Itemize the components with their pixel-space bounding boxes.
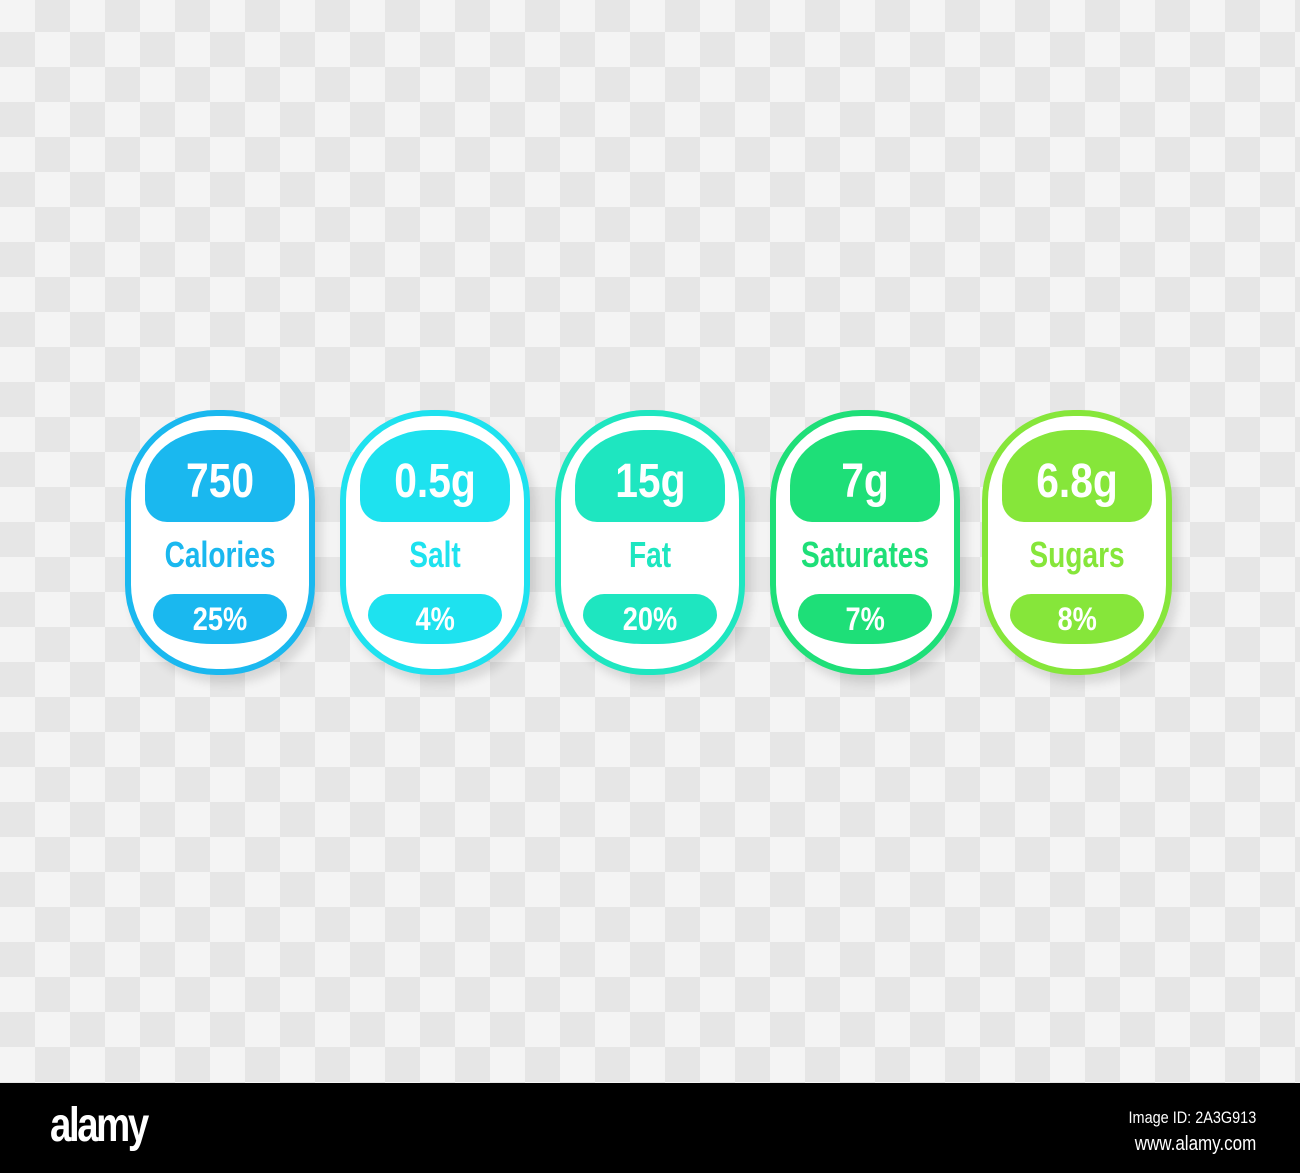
percent-pill: 25% [153, 594, 287, 644]
nutrient-percent: 4% [415, 600, 455, 637]
nutrient-value: 0.5g [394, 454, 476, 508]
nutrition-label-salt: 0.5g Salt 4% [340, 410, 530, 675]
nutrient-name: Saturates [801, 534, 929, 575]
nutrient-name: Sugars [1029, 534, 1125, 575]
value-pill: 0.5g [360, 430, 510, 522]
nutrition-label-fat: 15g Fat 20% [555, 410, 745, 675]
nutrient-value: 7g [841, 454, 889, 508]
value-pill: 7g [790, 430, 940, 522]
nutrient-value: 6.8g [1036, 454, 1118, 508]
value-pill: 15g [575, 430, 725, 522]
nutrient-value: 750 [185, 454, 255, 508]
image-id: Image ID: 2A3G913 [1128, 1108, 1256, 1127]
alamy-logo: alamy [50, 1099, 149, 1152]
percent-pill: 8% [1010, 594, 1144, 644]
nutrition-label-saturates: 7g Saturates 7% [770, 410, 960, 675]
nutrient-name: Fat [628, 534, 672, 575]
nutrient-value: 15g [614, 454, 686, 508]
nutrition-label-sugars: 6.8g Sugars 8% [982, 410, 1172, 675]
nutrient-percent: 7% [845, 600, 885, 637]
nutrient-percent: 8% [1057, 600, 1097, 637]
footer-bar: alamy Image ID: 2A3G913 www.alamy.com [0, 1083, 1300, 1173]
nutrient-name: Salt [409, 534, 461, 575]
value-pill: 6.8g [1002, 430, 1152, 522]
value-pill: 750 [145, 430, 295, 522]
nutrient-name: Calories [164, 534, 276, 575]
percent-pill: 4% [368, 594, 502, 644]
nutrition-label-calories: 750 Calories 25% [125, 410, 315, 675]
percent-pill: 7% [798, 594, 932, 644]
nutrient-percent: 25% [192, 600, 248, 637]
site-url: www.alamy.com [1134, 1133, 1256, 1155]
image-meta: Image ID: 2A3G913 www.alamy.com [1128, 1105, 1256, 1157]
nutrient-percent: 20% [622, 600, 678, 637]
percent-pill: 20% [583, 594, 717, 644]
